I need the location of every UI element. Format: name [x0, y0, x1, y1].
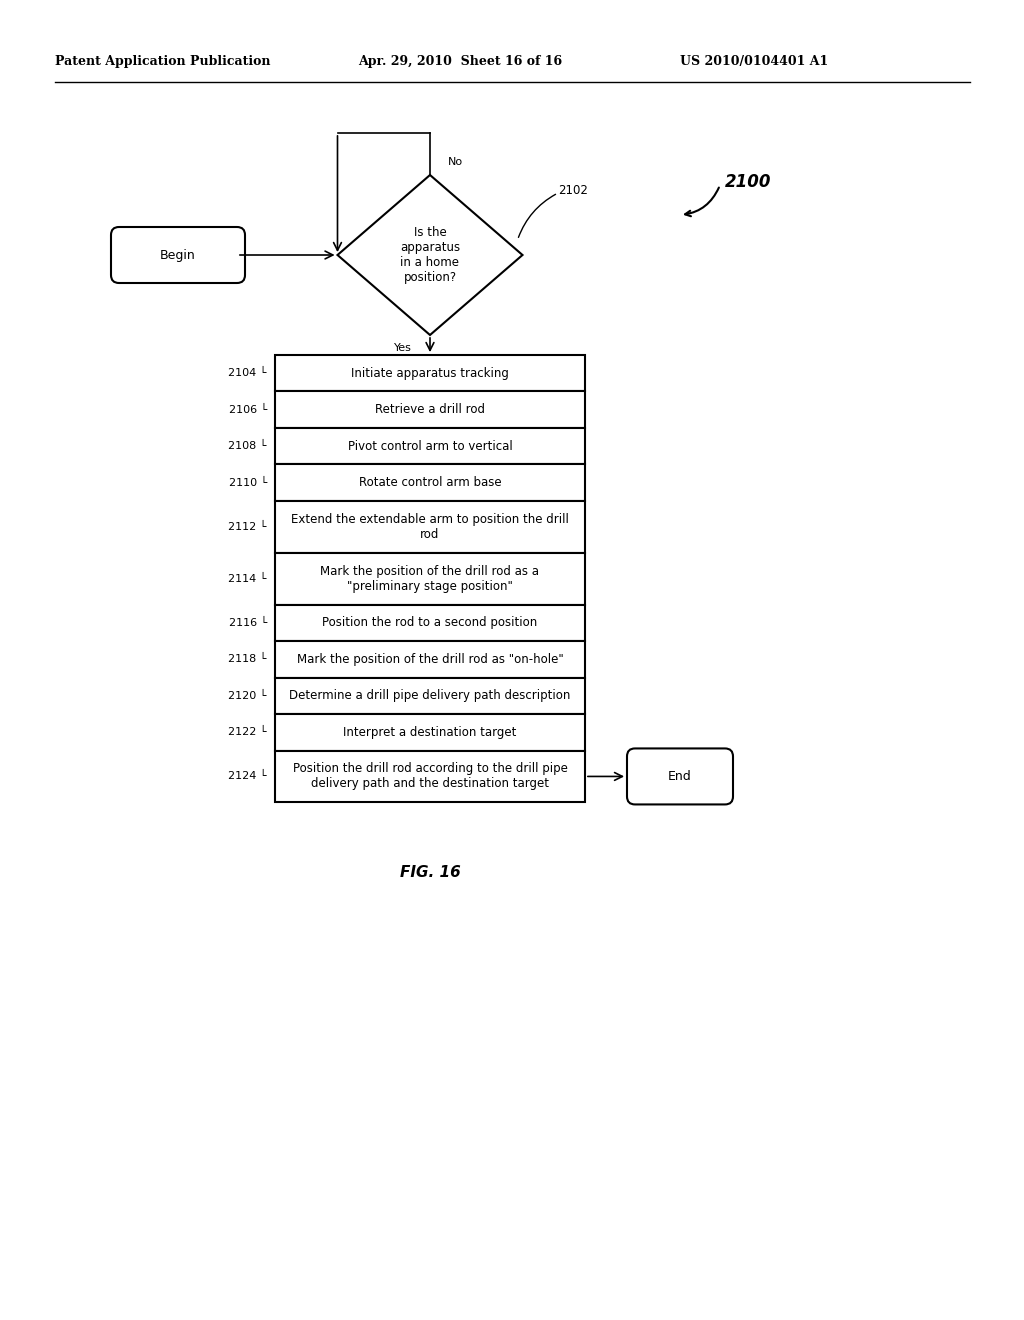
Text: Extend the extendable arm to position the drill
rod: Extend the extendable arm to position th… [291, 513, 569, 541]
Text: US 2010/0104401 A1: US 2010/0104401 A1 [680, 55, 828, 69]
Text: 2102: 2102 [558, 183, 588, 197]
Text: 2104 └: 2104 └ [228, 368, 267, 379]
Text: 2120 └: 2120 └ [228, 690, 267, 701]
Text: 2108 └: 2108 └ [228, 441, 267, 451]
Text: 2100: 2100 [725, 173, 771, 191]
Bar [275, 553, 585, 605]
Text: 2122 └: 2122 └ [228, 727, 267, 738]
Text: Apr. 29, 2010  Sheet 16 of 16: Apr. 29, 2010 Sheet 16 of 16 [358, 55, 562, 69]
Text: Interpret a destination target: Interpret a destination target [343, 726, 517, 739]
Bar [275, 605, 585, 642]
Text: 2116 └: 2116 └ [228, 618, 267, 628]
Text: Rotate control arm base: Rotate control arm base [358, 477, 502, 490]
Bar [275, 465, 585, 500]
Text: 2112 └: 2112 └ [228, 521, 267, 532]
Bar [275, 677, 585, 714]
Text: Determine a drill pipe delivery path description: Determine a drill pipe delivery path des… [290, 689, 570, 702]
Text: End: End [668, 770, 692, 783]
Text: 2114 └: 2114 └ [228, 574, 267, 583]
Bar [275, 355, 585, 392]
Bar [275, 428, 585, 465]
Text: 2118 └: 2118 └ [228, 655, 267, 664]
Text: Position the rod to a second position: Position the rod to a second position [323, 616, 538, 630]
Text: No: No [449, 157, 463, 168]
Text: Position the drill rod according to the drill pipe
delivery path and the destina: Position the drill rod according to the … [293, 763, 567, 791]
Bar [275, 500, 585, 553]
Text: Mark the position of the drill rod as "on-hole": Mark the position of the drill rod as "o… [297, 653, 563, 665]
Text: Retrieve a drill rod: Retrieve a drill rod [375, 403, 485, 416]
Text: Begin: Begin [160, 248, 196, 261]
Text: Initiate apparatus tracking: Initiate apparatus tracking [351, 367, 509, 380]
FancyBboxPatch shape [627, 748, 733, 804]
Text: Patent Application Publication: Patent Application Publication [55, 55, 270, 69]
Text: 2110 └: 2110 └ [228, 478, 267, 487]
Text: Pivot control arm to vertical: Pivot control arm to vertical [347, 440, 512, 453]
Bar [275, 642, 585, 677]
Text: Yes: Yes [394, 343, 412, 352]
Bar [275, 392, 585, 428]
Bar [275, 751, 585, 803]
Text: 2106 └: 2106 └ [228, 405, 267, 414]
Text: 2124 └: 2124 └ [228, 771, 267, 781]
Text: Mark the position of the drill rod as a
"preliminary stage position": Mark the position of the drill rod as a … [321, 565, 540, 593]
FancyBboxPatch shape [111, 227, 245, 282]
Polygon shape [338, 176, 522, 335]
Text: Is the
apparatus
in a home
position?: Is the apparatus in a home position? [400, 226, 460, 284]
Text: FIG. 16: FIG. 16 [399, 865, 461, 880]
Bar [275, 714, 585, 751]
